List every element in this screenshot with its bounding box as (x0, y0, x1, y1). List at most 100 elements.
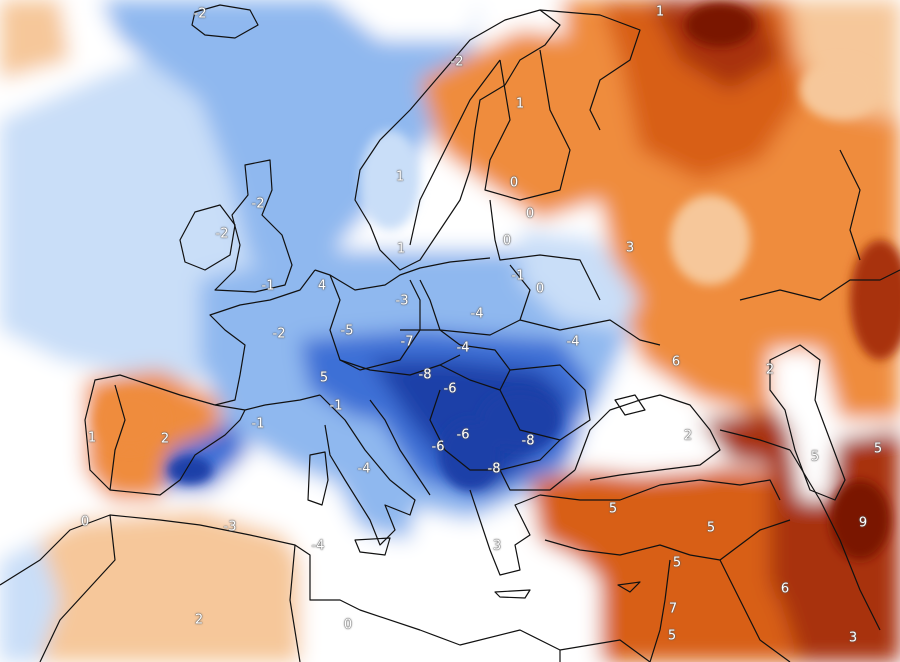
border-iran (789, 449, 881, 631)
region-finland-warm (420, 30, 600, 220)
coast-italy (319, 394, 416, 546)
coast-sicily (354, 537, 391, 556)
anomaly-label: 2 (194, 612, 204, 628)
anomaly-label: 2 (765, 362, 775, 378)
region-nwafrica-cool (0, 540, 60, 662)
coast-france (209, 269, 316, 406)
border-norway-sweden (409, 59, 501, 246)
region-top-white (330, 0, 480, 40)
anomaly-label: 9 (858, 515, 868, 531)
anomaly-label: 5 (873, 441, 883, 457)
border-iraq (719, 559, 791, 662)
anomaly-label: 5 (319, 370, 329, 386)
coast-crimea (614, 394, 646, 416)
anomaly-label: 6 (780, 581, 790, 597)
blob-russia-white (670, 195, 750, 285)
anomaly-label: 1 (395, 169, 405, 185)
anomaly-label: -3 (395, 293, 409, 309)
coast-sardinia (307, 451, 329, 506)
anomaly-label: 7 (668, 601, 678, 617)
coast-iberia (84, 374, 246, 496)
anomaly-label: 3 (492, 538, 502, 554)
anomaly-label: 5 (672, 555, 682, 571)
anomaly-label: 5 (810, 449, 820, 465)
anomaly-label: 2 (160, 431, 170, 447)
anomaly-label: -1 (511, 268, 525, 284)
coast-blacksea (574, 394, 721, 481)
blob-portugal-warm (95, 390, 165, 450)
anomaly-label: -8 (521, 433, 535, 449)
region-ukraine-light (520, 230, 640, 330)
anomaly-label: -6 (443, 381, 457, 397)
anomaly-label: -4 (357, 461, 371, 477)
border-ukraine (519, 319, 661, 346)
anomaly-label: -2 (272, 326, 286, 342)
border-caucasus (719, 429, 791, 451)
region-italy-cool (320, 410, 420, 540)
blob-kazakh-hot (850, 240, 900, 360)
anomaly-label: -4 (456, 340, 470, 356)
border-germany (329, 274, 421, 371)
blob-serbia-cold (440, 420, 500, 490)
anomaly-label: -6 (431, 439, 445, 455)
borders (0, 4, 900, 662)
coast-greece (469, 489, 541, 576)
border-kazakh (739, 269, 900, 301)
anomaly-label: -8 (487, 461, 501, 477)
coast-turkey-south (544, 539, 691, 556)
region-caspian-neutral (770, 350, 840, 500)
coast-cyprus (617, 581, 641, 593)
coast-north-africa (0, 514, 651, 662)
border-bulgaria (499, 469, 576, 491)
border-algeria (39, 514, 116, 662)
anomaly-label: -1 (329, 398, 343, 414)
coast-west-europe (314, 257, 491, 291)
region-med-neutral (260, 500, 600, 662)
coast-north-russia (539, 9, 641, 131)
coast-italy-east (369, 399, 431, 496)
anomaly-label: -2 (450, 54, 464, 70)
anomaly-label: 3 (848, 630, 858, 646)
anomaly-label: 0 (343, 617, 353, 633)
border-austria (339, 354, 461, 376)
anomaly-label: -1 (261, 278, 275, 294)
coast-scandinavia (354, 9, 561, 271)
anomaly-label: 1 (515, 96, 525, 112)
border-kazakh-south (839, 149, 861, 261)
anomaly-label: 5 (706, 520, 716, 536)
anomaly-label: -8 (418, 367, 432, 383)
anomaly-label: 0 (80, 514, 90, 530)
anomaly-label: 2 (683, 428, 693, 444)
coast-ireland (179, 204, 236, 271)
anomaly-label: -3 (223, 519, 237, 535)
border-czech (400, 329, 461, 346)
blob-russia-extreme (685, 3, 755, 47)
blob-spain-cold (168, 456, 212, 484)
border-pyrenees (214, 404, 266, 411)
coast-turkey (539, 479, 781, 501)
anomaly-label: 0 (535, 281, 545, 297)
coast-britain (214, 159, 293, 293)
border-syria (689, 519, 791, 561)
coast-levant (649, 559, 671, 662)
anomaly-label: 3 (625, 240, 635, 256)
coast-crete (494, 589, 531, 599)
border-portugal (109, 384, 126, 491)
anomaly-label: -2 (251, 196, 265, 212)
anomaly-label: -6 (456, 427, 470, 443)
anomaly-label: 0 (502, 233, 512, 249)
anomaly-label: -5 (340, 323, 354, 339)
region-north-cool (100, 0, 480, 280)
anomaly-label: 5 (608, 501, 618, 517)
coast-finland (484, 49, 571, 201)
anomaly-label: 0 (509, 175, 519, 191)
anomaly-label: -2 (193, 6, 207, 22)
anomaly-label: 4 (317, 278, 327, 294)
border-baltic (489, 199, 601, 301)
blob-east-white (800, 60, 880, 120)
border-romania (499, 364, 591, 441)
blob-norway-white (360, 130, 420, 230)
anomaly-label: -4 (470, 306, 484, 322)
